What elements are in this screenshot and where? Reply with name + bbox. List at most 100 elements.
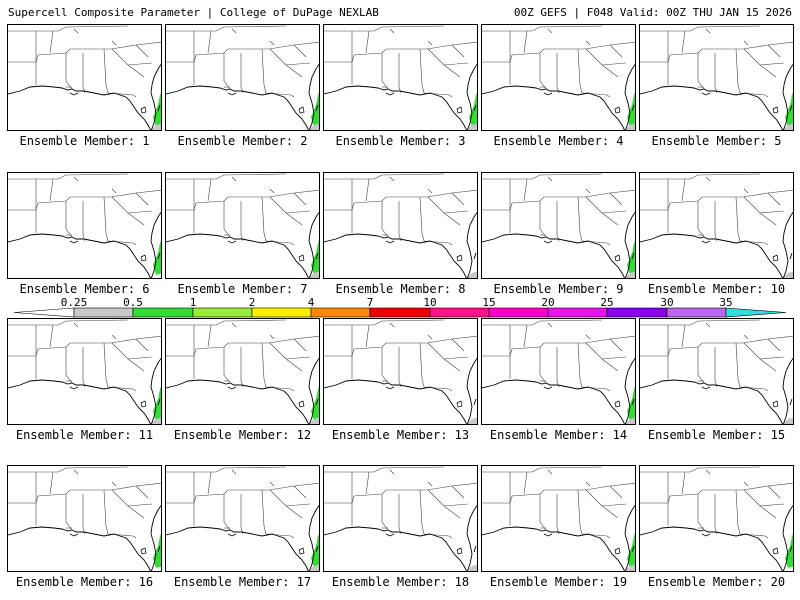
ensemble-panel-9 [481, 172, 636, 279]
shading-south-edge [624, 564, 635, 571]
ensemble-member-label: Ensemble Member: 10 [647, 282, 786, 296]
basemap-outline [482, 25, 635, 130]
ensemble-panel-10 [639, 172, 794, 279]
shading-south-edge [624, 271, 635, 278]
color-scale-segment-9 [547, 307, 608, 318]
shading-south-edge [466, 123, 477, 130]
ensemble-panel-6 [7, 172, 162, 279]
member-map [482, 466, 635, 571]
ensemble-panel-19 [481, 465, 636, 572]
color-scale-segment-5 [310, 307, 371, 318]
ensemble-member-label: Ensemble Member: 20 [647, 575, 786, 589]
color-scale-tick-label: 0.25 [60, 296, 88, 309]
ensemble-member-label: Ensemble Member: 16 [15, 575, 154, 589]
ensemble-member-label: Ensemble Member: 2 [177, 134, 308, 148]
shading-south-edge [782, 417, 793, 424]
shading-south-edge [308, 417, 319, 424]
ensemble-panel-16 [7, 465, 162, 572]
color-scale-tick-label: 10 [423, 296, 437, 309]
ensemble-member-label: Ensemble Member: 12 [173, 428, 312, 442]
ensemble-panel-20 [639, 465, 794, 572]
color-scale-tick-label: 7 [366, 296, 374, 309]
shading-south-edge [308, 564, 319, 571]
color-scale-tick-label: 1 [189, 296, 197, 309]
color-scale-segment-1 [73, 307, 134, 318]
basemap-outline [166, 173, 319, 278]
member-map [166, 25, 319, 130]
model-run-valid-time: 00Z GEFS | F048 Valid: 00Z THU JAN 15 20… [513, 6, 792, 19]
color-scale-segment-6 [369, 307, 431, 318]
color-scale-segment-4 [251, 307, 312, 318]
member-map [8, 25, 161, 130]
basemap-outline [166, 319, 319, 424]
color-scale-tick-label: 20 [541, 296, 555, 309]
color-scale-tick-label: 15 [482, 296, 496, 309]
basemap-outline [166, 25, 319, 130]
shading-south-edge [782, 271, 793, 278]
shading-south-edge [466, 271, 477, 278]
ensemble-panel-2 [165, 24, 320, 131]
ensemble-member-label: Ensemble Member: 5 [651, 134, 782, 148]
ensemble-panel-8 [323, 172, 478, 279]
color-scale-segment-7 [429, 307, 490, 318]
shading-south-edge [466, 417, 477, 424]
basemap-outline [8, 173, 161, 278]
basemap-outline [324, 173, 477, 278]
basemap-outline [482, 319, 635, 424]
ensemble-panel-18 [323, 465, 478, 572]
color-scale-segment-11 [666, 307, 727, 318]
color-scale-tick-label: 2 [248, 296, 256, 309]
basemap-outline [166, 466, 319, 571]
member-map [640, 466, 793, 571]
ensemble-panel-15 [639, 318, 794, 425]
member-map [324, 173, 477, 278]
member-map [324, 466, 477, 571]
ensemble-panel-4 [481, 24, 636, 131]
color-scale-tick-label: 25 [600, 296, 614, 309]
member-map [166, 319, 319, 424]
color-scale-tick-label: 0.5 [123, 296, 143, 309]
member-map [482, 25, 635, 130]
shading-south-edge [624, 123, 635, 130]
basemap-outline [640, 25, 793, 130]
ensemble-panel-1 [7, 24, 162, 131]
member-map [8, 319, 161, 424]
ensemble-panel-13 [323, 318, 478, 425]
ensemble-panel-5 [639, 24, 794, 131]
ensemble-member-label: Ensemble Member: 9 [493, 282, 624, 296]
shading-south-edge [466, 564, 477, 571]
ensemble-member-label: Ensemble Member: 6 [19, 282, 150, 296]
member-map [166, 466, 319, 571]
member-map [640, 173, 793, 278]
color-scale-tick-label: 4 [307, 296, 315, 309]
ensemble-member-label: Ensemble Member: 4 [493, 134, 624, 148]
member-map [482, 319, 635, 424]
basemap-outline [8, 466, 161, 571]
ensemble-member-label: Ensemble Member: 19 [489, 575, 628, 589]
ensemble-member-label: Ensemble Member: 7 [177, 282, 308, 296]
member-map [640, 319, 793, 424]
ensemble-member-label: Ensemble Member: 13 [331, 428, 470, 442]
basemap-outline [640, 173, 793, 278]
color-scale-segment-12 [725, 307, 787, 318]
basemap-outline [640, 466, 793, 571]
color-scale-labels: 0.25 0.5 1 2 4 7 10 15 20 25 30 35 [0, 297, 800, 309]
basemap-outline [324, 25, 477, 130]
member-map [640, 25, 793, 130]
member-map [8, 173, 161, 278]
ensemble-panel-7 [165, 172, 320, 279]
ensemble-member-label: Ensemble Member: 18 [331, 575, 470, 589]
color-scale-tick-label: 30 [660, 296, 674, 309]
ensemble-member-label: Ensemble Member: 17 [173, 575, 312, 589]
basemap-outline [8, 319, 161, 424]
member-map [482, 173, 635, 278]
ensemble-member-label: Ensemble Member: 15 [647, 428, 786, 442]
color-scale-bar [13, 307, 787, 318]
basemap-outline [482, 466, 635, 571]
ensemble-panel-11 [7, 318, 162, 425]
ensemble-panel-14 [481, 318, 636, 425]
color-scale-tick-label: 35 [719, 296, 733, 309]
basemap-outline [640, 319, 793, 424]
ensemble-member-label: Ensemble Member: 14 [489, 428, 628, 442]
